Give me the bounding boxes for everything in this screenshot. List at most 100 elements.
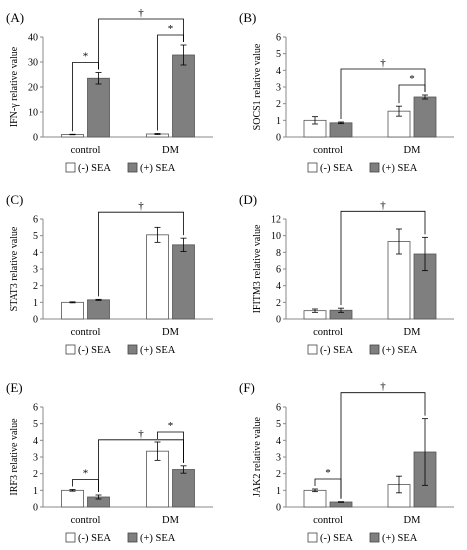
legend-swatch-minus-sea	[307, 344, 318, 355]
y-tick-label: 6	[276, 33, 281, 44]
significance-annotation: *	[168, 23, 174, 35]
y-axis-title: IRF3 relative value	[9, 418, 20, 496]
chart-panel-f: (F) 0 1 2 3 4 5 6 JAK2 relative value control DM * †…	[239, 380, 454, 544]
significance-annotation: *	[168, 420, 174, 432]
y-tick-label: 1	[33, 486, 38, 497]
y-tick-label: 0	[33, 503, 38, 514]
x-tick-label: control	[71, 145, 101, 156]
significance-annotation: *	[409, 73, 415, 85]
legend-swatch-plus-sea	[369, 532, 380, 543]
chart-panel-e: (E) 0 1 2 3 4 5 6 IRF3 relative value control DM * *…	[6, 380, 213, 544]
x-tick-label: DM	[404, 327, 422, 338]
legend-label-minus-sea: (-) SEA	[320, 345, 353, 356]
legend-label-plus-sea: (+) SEA	[140, 163, 176, 174]
legend-label-minus-sea: (-) SEA	[78, 345, 111, 356]
y-tick-label: 6	[276, 265, 281, 276]
bar-dm-minus-sea	[146, 234, 169, 320]
dagger-bracket	[340, 68, 426, 119]
legend-label-plus-sea: (+) SEA	[382, 345, 418, 356]
x-tick-label: DM	[404, 145, 422, 156]
y-tick-label: 10	[28, 108, 38, 119]
panel-label: (F)	[239, 380, 255, 395]
y-tick-label: 2	[276, 99, 281, 110]
dagger-annotation: †	[138, 200, 144, 212]
bar-control-plus-sea	[329, 122, 353, 138]
y-tick-label: 40	[28, 33, 38, 44]
y-tick-label: 2	[276, 298, 281, 309]
dagger-annotation: †	[138, 7, 144, 19]
y-tick-label: 0	[276, 315, 281, 326]
panel-label: (B)	[239, 10, 256, 25]
legend-label-minus-sea: (-) SEA	[78, 533, 111, 544]
y-tick-label: 2	[33, 281, 38, 292]
legend-label-plus-sea: (+) SEA	[140, 533, 176, 544]
y-tick-label: 4	[33, 436, 38, 447]
y-tick-label: 1	[276, 116, 281, 127]
bar-dm-plus-sea	[172, 244, 195, 320]
significance-annotation: *	[83, 468, 89, 480]
legend-swatch-plus-sea	[127, 162, 138, 173]
y-tick-label: 4	[276, 281, 281, 292]
y-tick-label: 20	[28, 83, 38, 94]
legend-swatch-plus-sea	[369, 344, 380, 355]
y-tick-label: 0	[276, 503, 281, 514]
significance-annotation: *	[325, 467, 331, 479]
chart-panel-b: (B) 0 1 2 3 4 5 6 SOCS1 relative value control DM *…	[239, 10, 454, 174]
bar-dm-plus-sea	[172, 54, 195, 138]
y-tick-label: 3	[276, 83, 281, 94]
y-tick-label: 3	[276, 453, 281, 464]
y-tick-label: 5	[33, 419, 38, 430]
y-tick-label: 1	[33, 298, 38, 309]
y-axis-title: IFN-γ relative value	[9, 46, 20, 127]
x-tick-label: control	[71, 327, 101, 338]
y-tick-label: 12	[271, 215, 281, 226]
y-tick-label: 3	[33, 265, 38, 276]
y-tick-label: 30	[28, 58, 38, 69]
dagger-annotation: †	[380, 199, 386, 211]
legend-swatch-minus-sea	[65, 162, 76, 173]
y-tick-label: 1	[276, 486, 281, 497]
y-tick-label: 3	[33, 453, 38, 464]
panel-label: (A)	[6, 10, 24, 25]
panel-label: (D)	[239, 192, 257, 207]
y-axis-title: JAK2 relative value	[252, 416, 263, 497]
dagger-bracket	[98, 18, 184, 70]
legend-swatch-plus-sea	[127, 344, 138, 355]
legend-label-plus-sea: (+) SEA	[382, 533, 418, 544]
bar-control-minus-sea	[303, 489, 327, 508]
bar-control-plus-sea	[87, 299, 110, 320]
legend-swatch-minus-sea	[307, 532, 318, 543]
x-tick-label: DM	[162, 515, 180, 526]
bar-control-minus-sea	[61, 301, 84, 320]
significance-annotation: *	[83, 51, 89, 63]
panel-label: (C)	[6, 192, 23, 207]
chart-panel-c: (C) 0 1 2 3 4 5 6 STAT3 relative value control DM †…	[6, 192, 213, 356]
y-tick-label: 0	[276, 133, 281, 144]
bar-dm-plus-sea	[413, 96, 437, 138]
legend-swatch-minus-sea	[307, 162, 318, 173]
chart-panel-a: (A) 0 10 20 30 40 IFN-γ relative value control D…	[6, 7, 213, 174]
y-axis-title: STAT3 relative value	[9, 226, 20, 311]
y-tick-label: 4	[276, 436, 281, 447]
dagger-bracket	[98, 439, 184, 492]
legend-label-plus-sea: (+) SEA	[382, 163, 418, 174]
x-tick-label: DM	[404, 515, 422, 526]
y-tick-label: 6	[33, 215, 38, 226]
y-axis-title: IFITM3 relative value	[252, 224, 263, 313]
y-axis-title: SOCS1 relative value	[252, 43, 263, 130]
y-tick-label: 6	[33, 403, 38, 414]
y-tick-label: 4	[276, 66, 281, 77]
y-tick-label: 0	[33, 133, 38, 144]
dagger-bracket	[340, 210, 426, 306]
y-tick-label: 5	[33, 231, 38, 242]
dagger-annotation: †	[138, 428, 144, 440]
x-tick-label: control	[71, 515, 101, 526]
y-tick-label: 0	[33, 315, 38, 326]
x-tick-label: DM	[162, 327, 180, 338]
legend-swatch-minus-sea	[65, 532, 76, 543]
y-tick-label: 5	[276, 49, 281, 60]
panel-label: (E)	[6, 380, 23, 395]
legend-swatch-plus-sea	[127, 532, 138, 543]
dagger-bracket	[340, 392, 426, 499]
